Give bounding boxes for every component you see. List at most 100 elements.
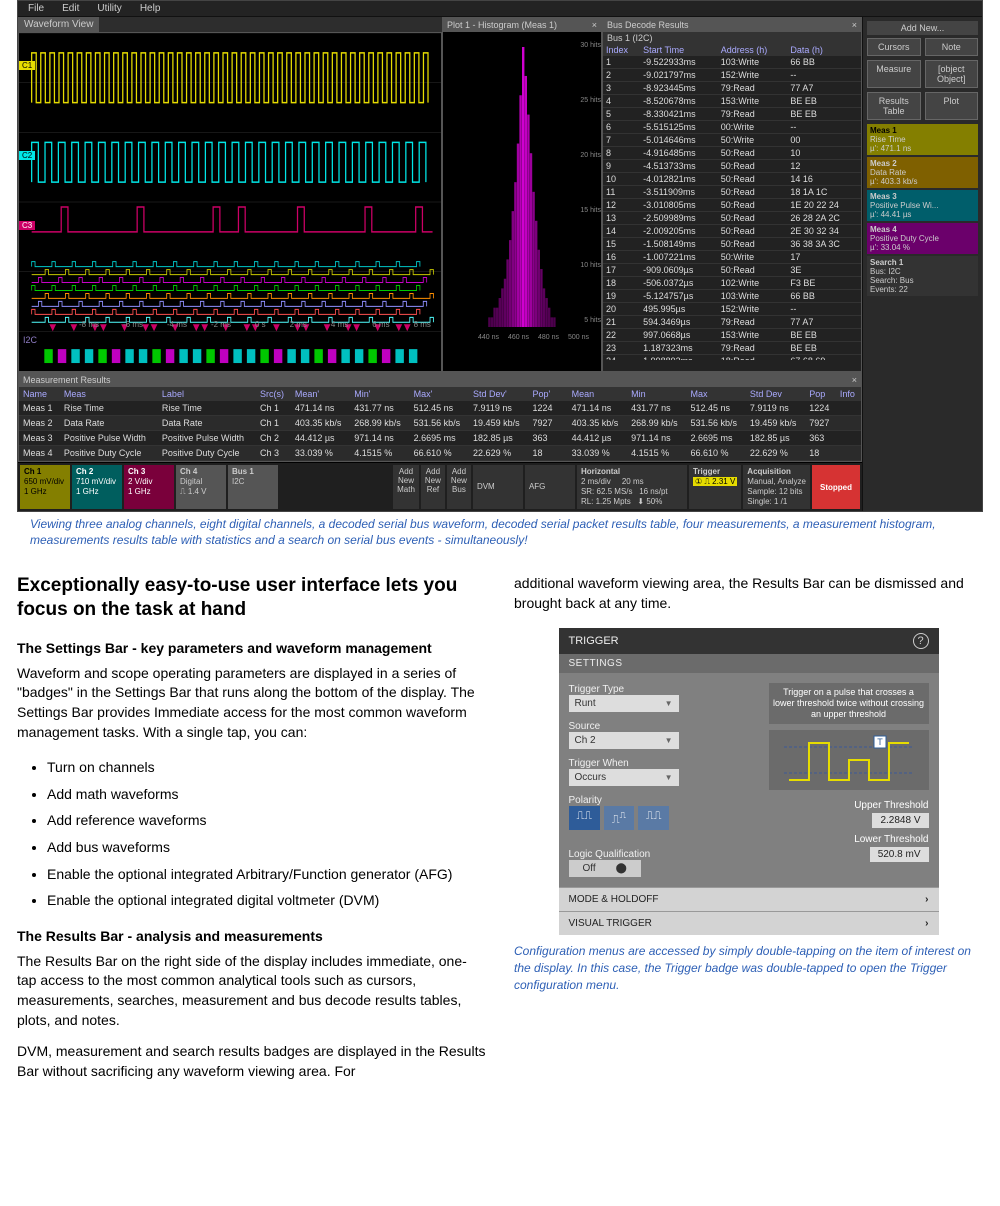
ch1-badge[interactable]: Ch 1 650 mV/div 1 GHz (20, 465, 70, 509)
search1-badge[interactable]: Search 1 Bus: I2C Search: Bus Events: 22 (867, 256, 978, 296)
run-state-stopped[interactable]: Stopped (812, 465, 860, 509)
document-body: Exceptionally easy-to-use user interface… (17, 574, 983, 1093)
table-row[interactable]: Meas 2Data RateData RateCh 1403.35 kb/s2… (19, 416, 861, 431)
meas-badge[interactable]: Meas 1Rise Timeµ': 471.1 ns (867, 124, 978, 155)
trigger-when-select[interactable]: Occurs▼ (569, 769, 679, 786)
table-row[interactable]: 2-9.021797ms152:Write-- (603, 69, 861, 82)
polarity-either-button[interactable]: ⎍⎍ (638, 806, 669, 831)
table-row[interactable]: 21594.3469µs79:Read77 A7 (603, 316, 861, 329)
trig-l1: ① ⎍ 2.31 V (693, 477, 737, 486)
measurement-results-table[interactable]: NameMeasLabelSrc(s)Mean'Min'Max'Std Dev'… (19, 387, 861, 461)
results-bar-p2: DVM, measurement and search results badg… (17, 1042, 486, 1081)
menu-utility[interactable]: Utility (97, 3, 121, 14)
waveform-display[interactable]: C1 C2 C3 -8 ms-6 ms-4 ms-2 ms0 s2 ms4 ms… (18, 32, 442, 372)
table-row[interactable]: 9-4.513733ms50:Read12 (603, 160, 861, 173)
trigger-type-select[interactable]: Runt▼ (569, 695, 679, 712)
settings-bar-heading: The Settings Bar - key parameters and wa… (17, 640, 486, 656)
table-row[interactable]: 14-2.009205ms50:Read2E 30 32 34 (603, 225, 861, 238)
table-row[interactable]: 17-909.0609µs50:Read3E (603, 264, 861, 277)
table-row[interactable]: 8-4.916485ms50:Read10 (603, 147, 861, 160)
table-row[interactable]: 1-9.522933ms103:Write66 BB (603, 56, 861, 69)
table-row[interactable]: 3-8.923445ms79:Read77 A7 (603, 82, 861, 95)
close-icon[interactable]: × (852, 20, 857, 30)
table-row[interactable]: Meas 4Positive Duty CyclePositive Duty C… (19, 446, 861, 461)
trigger-settings-section[interactable]: SETTINGS (559, 654, 939, 673)
ch4-digital-badge[interactable]: Ch 4 Digital ⎍ 1.4 V (176, 465, 226, 509)
logic-qual-toggle[interactable]: Off⬤ (569, 860, 641, 877)
channel1-tag[interactable]: C1 (19, 61, 35, 70)
svg-text:460 ns: 460 ns (508, 334, 530, 341)
trigger-type-label: Trigger Type (569, 684, 625, 695)
add-buttons: Add New Math Add New Ref Add New Bus (393, 465, 471, 509)
waveform-view-tab[interactable]: Waveform View (18, 17, 99, 32)
meas-badge[interactable]: Meas 4Positive Duty Cycleµ': 33.04 % (867, 223, 978, 254)
cursors-button[interactable]: Cursors (867, 38, 921, 56)
table-row[interactable]: Meas 3Positive Pulse WidthPositive Pulse… (19, 431, 861, 446)
table-row[interactable]: 15-1.508149ms50:Read36 38 3A 3C (603, 238, 861, 251)
trigger-description: Trigger on a pulse that crosses a lower … (769, 683, 929, 725)
ch4-l2: ⎍ 1.4 V (180, 487, 207, 496)
search-button[interactable]: [object Object] (925, 60, 979, 88)
menu-file[interactable]: File (28, 3, 44, 14)
meas-badge[interactable]: Meas 3Positive Pulse Wi...µ': 44.41 µs (867, 190, 978, 221)
channel3-tag[interactable]: C3 (19, 221, 35, 230)
help-icon[interactable]: ? (913, 633, 929, 649)
table-row[interactable]: 10-4.012821ms50:Read14 16 (603, 173, 861, 186)
table-row[interactable]: 13-2.509989ms50:Read26 28 2A 2C (603, 212, 861, 225)
table-row[interactable]: 7-5.014646ms50:Write00 (603, 134, 861, 147)
plot-button[interactable]: Plot (925, 92, 979, 120)
add-bus-button[interactable]: Add New Bus (447, 465, 471, 509)
upper-threshold-field[interactable]: 2.2848 V (872, 813, 928, 828)
meas-badge[interactable]: Meas 2Data Rateµ': 403.3 kb/s (867, 157, 978, 188)
table-row[interactable]: 19-5.124757µs103:Write66 BB (603, 290, 861, 303)
table-row[interactable]: Meas 1Rise TimeRise TimeCh 1471.14 ns431… (19, 401, 861, 416)
lower-threshold-field[interactable]: 520.8 mV (870, 847, 929, 862)
acq-l1: Manual, Analyze (747, 477, 806, 486)
ch3-bw: 1 GHz (128, 487, 151, 496)
polarity-buttons: ⎍⎍ ⎍⎍ ⎍⎍ (569, 806, 759, 831)
ch4-title: Ch 4 (180, 467, 197, 476)
table-row[interactable]: 18-506.0372µs102:WriteF3 BE (603, 277, 861, 290)
table-row[interactable]: 20495.995µs152:Write-- (603, 303, 861, 316)
bus1-badge[interactable]: Bus 1 I2C (228, 465, 278, 509)
bus1-title: Bus 1 (232, 467, 254, 476)
close-icon[interactable]: × (852, 375, 857, 385)
horiz-l3: RL: 1.25 Mpts (581, 497, 631, 506)
ch2-badge[interactable]: Ch 2 710 mV/div 1 GHz (72, 465, 122, 509)
ch3-badge[interactable]: Ch 3 2 V/div 1 GHz (124, 465, 174, 509)
trigger-badge[interactable]: Trigger ① ⎍ 2.31 V (689, 465, 741, 509)
visual-trigger-section[interactable]: VISUAL TRIGGER› (559, 911, 939, 935)
afg-button[interactable]: AFG (525, 465, 575, 509)
channel2-tag[interactable]: C2 (19, 151, 35, 160)
source-select[interactable]: Ch 2▼ (569, 732, 679, 749)
menu-help[interactable]: Help (140, 3, 161, 14)
note-button[interactable]: Note (925, 38, 979, 56)
svg-text:500 ns: 500 ns (568, 334, 590, 341)
table-row[interactable]: 22997.0668µs153:WriteBE EB (603, 329, 861, 342)
polarity-positive-button[interactable]: ⎍⎍ (569, 806, 600, 831)
source-value: Ch 2 (575, 735, 596, 746)
horizontal-badge[interactable]: Horizontal 2 ms/div 20 ms SR: 62.5 MS/s … (577, 465, 687, 509)
busdecode-table[interactable]: IndexStart TimeAddress (h)Data (h)1-9.52… (603, 44, 861, 360)
add-math-button[interactable]: Add New Math (393, 465, 419, 509)
table-row[interactable]: 231.187323ms79:ReadBE EB (603, 342, 861, 355)
table-row[interactable]: 12-3.010805ms50:Read1E 20 22 24 (603, 199, 861, 212)
acquisition-badge[interactable]: Acquisition Manual, Analyze Sample: 12 b… (743, 465, 810, 509)
measure-button[interactable]: Measure (867, 60, 921, 88)
results-table-button[interactable]: Results Table (867, 92, 921, 120)
table-row[interactable]: 6-5.515125ms00:Write-- (603, 121, 861, 134)
close-icon[interactable]: × (592, 20, 597, 30)
menu-edit[interactable]: Edit (62, 3, 79, 14)
histogram-panel: Plot 1 - Histogram (Meas 1) × 30 hits25 … (442, 17, 602, 372)
table-row[interactable]: 4-8.520678ms153:WriteBE EB (603, 95, 861, 108)
table-row[interactable]: 11-3.511909ms50:Read18 1A 1C (603, 186, 861, 199)
table-row[interactable]: 16-1.007221ms50:Write17 (603, 251, 861, 264)
table-row[interactable]: 241.998893ms18:Read67 68 69 (603, 355, 861, 361)
dvm-button[interactable]: DVM (473, 465, 523, 509)
mode-holdoff-section[interactable]: MODE & HOLDOFF› (559, 887, 939, 911)
add-ref-button[interactable]: Add New Ref (421, 465, 445, 509)
ch1-bw: 1 GHz (24, 487, 47, 496)
polarity-negative-button[interactable]: ⎍⎍ (604, 806, 634, 831)
busdecode-title: Bus Decode Results (607, 20, 689, 30)
table-row[interactable]: 5-8.330421ms79:ReadBE EB (603, 108, 861, 121)
